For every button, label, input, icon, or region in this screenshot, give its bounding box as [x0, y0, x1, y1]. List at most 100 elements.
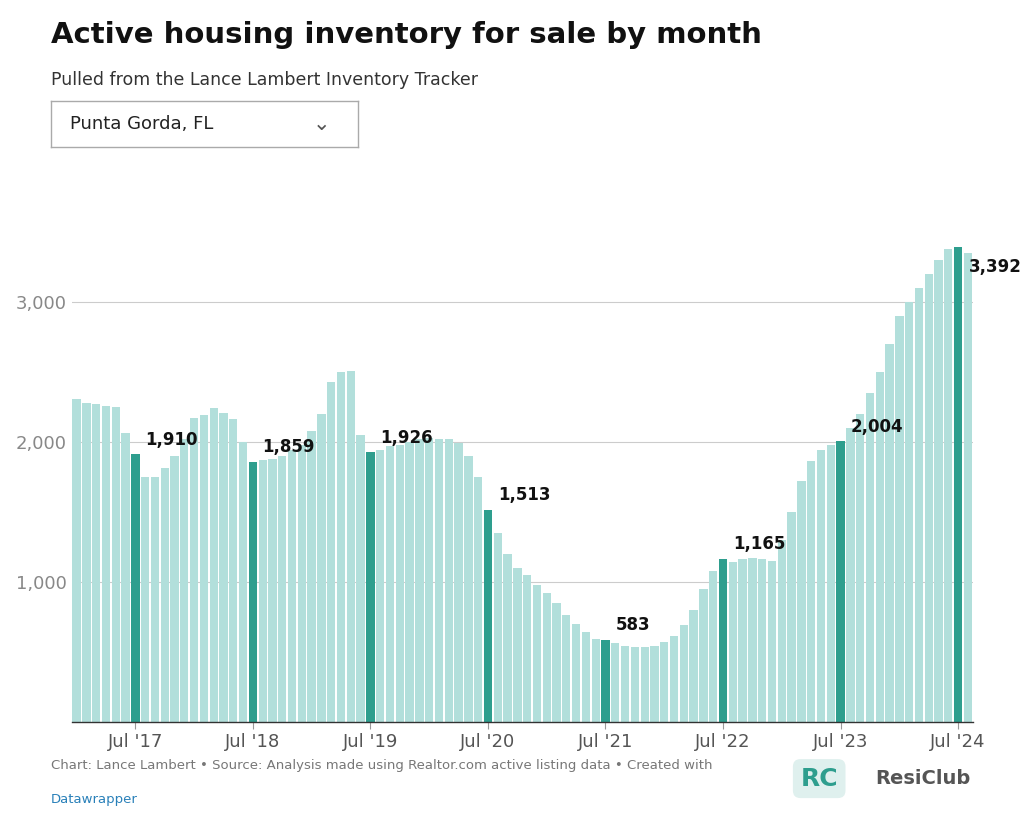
Bar — [680, 625, 688, 722]
Bar — [650, 646, 658, 722]
Bar — [279, 456, 287, 722]
Text: 1,910: 1,910 — [145, 431, 198, 449]
Text: 2,004: 2,004 — [850, 418, 903, 435]
Bar — [229, 420, 238, 722]
Bar — [425, 438, 433, 722]
Bar — [572, 623, 581, 722]
Bar — [483, 510, 493, 722]
Bar — [337, 372, 345, 722]
Bar — [562, 615, 570, 722]
Bar — [406, 442, 414, 722]
Bar — [738, 560, 746, 722]
Text: 3,392: 3,392 — [969, 258, 1022, 276]
Bar — [170, 456, 178, 722]
Bar — [464, 456, 472, 722]
Bar — [768, 560, 776, 722]
Bar — [886, 344, 894, 722]
Text: Pulled from the Lance Lambert Inventory Tracker: Pulled from the Lance Lambert Inventory … — [51, 71, 478, 89]
Bar — [239, 442, 247, 722]
Bar — [601, 640, 609, 722]
Bar — [200, 415, 208, 722]
Bar — [532, 585, 541, 722]
Bar — [777, 539, 786, 722]
Bar — [288, 451, 296, 722]
Text: 1,165: 1,165 — [733, 535, 785, 553]
Bar — [660, 642, 669, 722]
Bar — [386, 446, 394, 722]
Text: 1,926: 1,926 — [380, 429, 433, 446]
Bar — [180, 439, 188, 722]
Bar — [758, 560, 766, 722]
Bar — [317, 414, 326, 722]
Bar — [846, 428, 854, 722]
Bar — [592, 639, 600, 722]
Bar — [543, 593, 551, 722]
Bar — [934, 260, 943, 722]
Bar — [914, 288, 923, 722]
Bar — [719, 559, 727, 722]
Bar — [621, 646, 629, 722]
Bar — [817, 451, 825, 722]
Bar — [101, 405, 111, 722]
Bar — [944, 249, 952, 722]
Bar — [82, 403, 90, 722]
Bar — [513, 568, 521, 722]
Bar — [151, 477, 159, 722]
Bar — [749, 558, 757, 722]
Bar — [219, 413, 227, 722]
Text: Active housing inventory for sale by month: Active housing inventory for sale by mon… — [51, 21, 762, 49]
Text: 583: 583 — [615, 617, 650, 634]
Bar — [161, 468, 169, 722]
Bar — [395, 445, 403, 722]
Bar — [699, 589, 708, 722]
Text: ⌄: ⌄ — [312, 114, 331, 133]
Bar — [504, 554, 512, 722]
Bar — [210, 409, 218, 722]
Bar — [141, 477, 150, 722]
Text: Datawrapper: Datawrapper — [51, 793, 138, 805]
Bar — [258, 460, 267, 722]
Bar — [925, 274, 933, 722]
Bar — [307, 430, 315, 722]
Bar — [729, 562, 737, 722]
Text: RC: RC — [801, 767, 838, 790]
Text: ResiClub: ResiClub — [876, 769, 971, 788]
Bar — [954, 248, 963, 722]
Bar — [435, 439, 443, 722]
Bar — [876, 372, 884, 722]
Bar — [582, 632, 590, 722]
Bar — [631, 648, 639, 722]
Bar — [73, 399, 81, 722]
Bar — [552, 602, 561, 722]
Bar — [826, 445, 835, 722]
Bar — [905, 302, 913, 722]
Bar — [327, 382, 336, 722]
Bar — [356, 435, 365, 722]
Text: Punta Gorda, FL: Punta Gorda, FL — [70, 115, 213, 133]
Bar — [455, 443, 463, 722]
Text: 1,513: 1,513 — [498, 487, 550, 504]
Bar — [689, 610, 697, 722]
Bar — [112, 407, 120, 722]
Bar — [189, 418, 199, 722]
Bar — [474, 477, 482, 722]
Bar — [807, 461, 815, 722]
Bar — [641, 648, 649, 722]
Bar — [787, 512, 796, 722]
Bar — [611, 644, 620, 722]
Bar — [670, 636, 678, 722]
Bar — [709, 571, 718, 722]
Bar — [494, 533, 502, 722]
Bar — [523, 575, 531, 722]
Bar — [268, 459, 276, 722]
Bar — [837, 441, 845, 722]
Bar — [122, 434, 130, 722]
Bar — [416, 439, 424, 722]
Bar — [249, 461, 257, 722]
Bar — [865, 393, 874, 722]
Bar — [367, 452, 375, 722]
Bar — [92, 404, 100, 722]
Bar — [856, 414, 864, 722]
Bar — [964, 253, 972, 722]
Bar — [298, 445, 306, 722]
